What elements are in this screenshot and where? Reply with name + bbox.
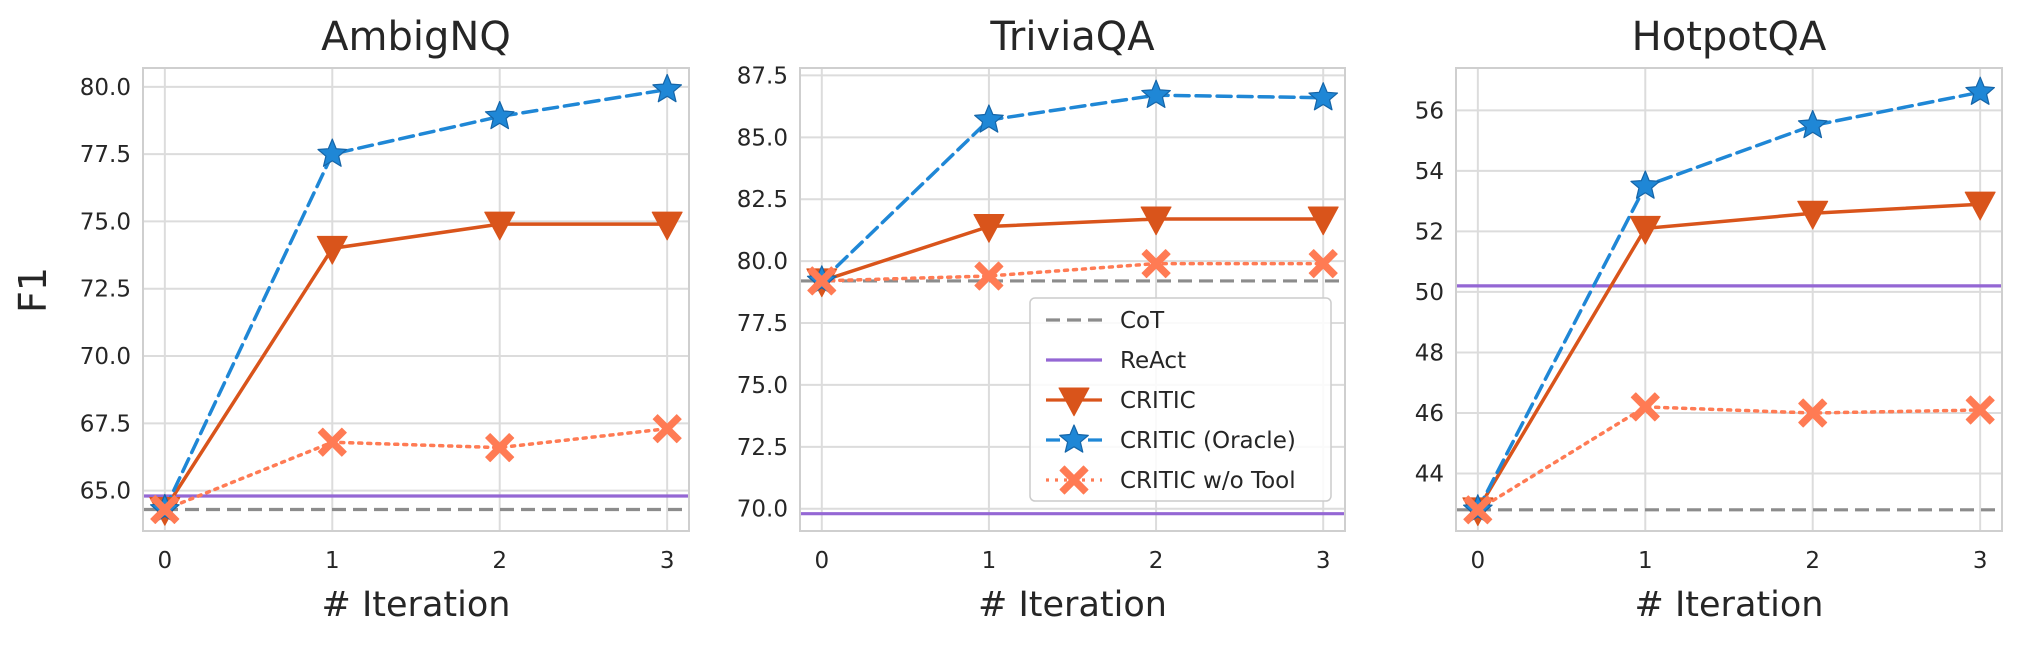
data-point — [974, 104, 1004, 133]
data-point — [1797, 109, 1828, 139]
data-point — [1307, 206, 1339, 236]
data-point — [652, 414, 682, 444]
series-line — [820, 93, 1325, 283]
x-tick-label: 1 — [325, 548, 340, 574]
y-tick-label: 46 — [1415, 401, 1444, 427]
legend-label: CRITIC w/o Tool — [1120, 468, 1296, 494]
y-tick-label: 80.0 — [80, 75, 131, 101]
y-tick-label: 70.0 — [80, 344, 131, 370]
data-point — [484, 100, 515, 130]
data-point — [974, 261, 1004, 291]
plot-frame — [142, 67, 690, 532]
data-point — [1630, 170, 1661, 199]
data-point — [1308, 82, 1339, 111]
x-axis-label: # Iteration — [978, 585, 1167, 625]
y-tick-label: 54 — [1415, 159, 1444, 185]
legend: CoT ReAct CRITIC CRITIC (Oracle) CRITIC w/o … — [1029, 297, 1332, 502]
series-line — [163, 87, 669, 512]
x-tick-label: 0 — [1471, 548, 1486, 574]
data-point — [317, 427, 347, 457]
data-point — [1965, 395, 1995, 425]
y-tick-label: 75.0 — [737, 373, 788, 399]
series-line — [163, 222, 669, 512]
x-tick-label: 3 — [1973, 548, 1988, 574]
data-point — [150, 495, 180, 524]
x-axis-label: # Iteration — [1635, 585, 1824, 625]
data-point — [484, 211, 516, 241]
legend-marker — [1058, 387, 1090, 417]
x-tick-label: 2 — [492, 548, 507, 574]
x-axis-label: # Iteration — [322, 585, 511, 625]
series-line — [1476, 90, 1982, 512]
y-tick-label: 85.0 — [737, 125, 788, 151]
panel-title: AmbigNQ — [321, 14, 511, 60]
x-tick-label: 1 — [982, 548, 997, 574]
series-line — [1476, 202, 1982, 512]
data-point — [1141, 79, 1171, 108]
series-line — [1476, 405, 1982, 512]
legend-frame — [1029, 297, 1332, 502]
data-point — [1141, 249, 1171, 279]
data-point — [316, 235, 348, 265]
y-tick-label: 44 — [1415, 462, 1444, 488]
data-point — [485, 433, 515, 463]
data-point — [1463, 495, 1493, 525]
legend-label: CRITIC — [1120, 388, 1196, 414]
series-line — [820, 261, 1325, 283]
series-line — [820, 217, 1325, 283]
y-tick-label: 72.5 — [737, 435, 788, 461]
panel-title: HotpotQA — [1632, 14, 1827, 60]
x-tick-label: 2 — [1149, 548, 1164, 574]
data-point — [1797, 200, 1829, 230]
panel-hotpotqa: 44 46 48 50 52 54 56 0 1 2 3 HotpotQA # Iteration — [1415, 14, 2003, 625]
panel-title: TriviaQA — [989, 14, 1155, 60]
y-tick-label: 82.5 — [737, 187, 788, 213]
y-tick-label: 77.5 — [80, 142, 131, 168]
series-line — [163, 426, 669, 512]
x-tick-label: 0 — [158, 548, 173, 574]
panel-ambignq: 65.0 67.5 70.0 72.5 75.0 77.5 80.0 0 1 2 3 AmbigNQ #… — [80, 14, 690, 625]
legend-label: CoT — [1120, 308, 1165, 334]
legend-label: ReAct — [1120, 348, 1186, 374]
y-tick-label: 70.0 — [737, 497, 788, 523]
data-point — [652, 73, 682, 103]
panel-triviaqa: 70.0 72.5 75.0 77.5 80.0 82.5 85.0 87.5 0 1 2 3 Triv… — [737, 14, 1346, 625]
legend-label: CRITIC (Oracle) — [1120, 428, 1296, 454]
legend-marker — [1059, 465, 1089, 495]
y-tick-label: 50 — [1415, 280, 1444, 306]
y-axis-label: F1 — [11, 267, 55, 313]
data-point — [1630, 392, 1660, 422]
y-tick-label: 52 — [1415, 219, 1444, 245]
data-point — [1964, 191, 1996, 221]
data-point — [317, 138, 348, 167]
data-point — [1629, 215, 1661, 245]
data-point — [1308, 249, 1338, 279]
x-tick-label: 1 — [1638, 548, 1653, 574]
y-tick-label: 48 — [1415, 340, 1444, 366]
data-point — [651, 211, 683, 241]
data-point — [973, 213, 1005, 243]
plot-frame — [1455, 67, 2003, 532]
x-tick-label: 3 — [1316, 548, 1331, 574]
x-tick-label: 0 — [814, 548, 829, 574]
y-tick-label: 75.0 — [80, 209, 131, 235]
data-point — [1798, 398, 1828, 428]
y-tick-label: 67.5 — [80, 411, 131, 437]
data-point — [1140, 206, 1172, 236]
x-tick-label: 2 — [1805, 548, 1820, 574]
x-tick-label: 3 — [660, 548, 675, 574]
plot-frame — [799, 67, 1346, 532]
y-tick-label: 65.0 — [80, 479, 131, 505]
data-point — [807, 266, 837, 296]
y-tick-label: 80.0 — [737, 249, 788, 275]
data-point — [1965, 76, 1995, 105]
y-tick-label: 87.5 — [737, 63, 788, 89]
y-tick-label: 72.5 — [80, 277, 131, 303]
legend-marker — [1059, 424, 1089, 453]
y-tick-label: 77.5 — [737, 311, 788, 337]
y-tick-label: 56 — [1415, 98, 1444, 124]
